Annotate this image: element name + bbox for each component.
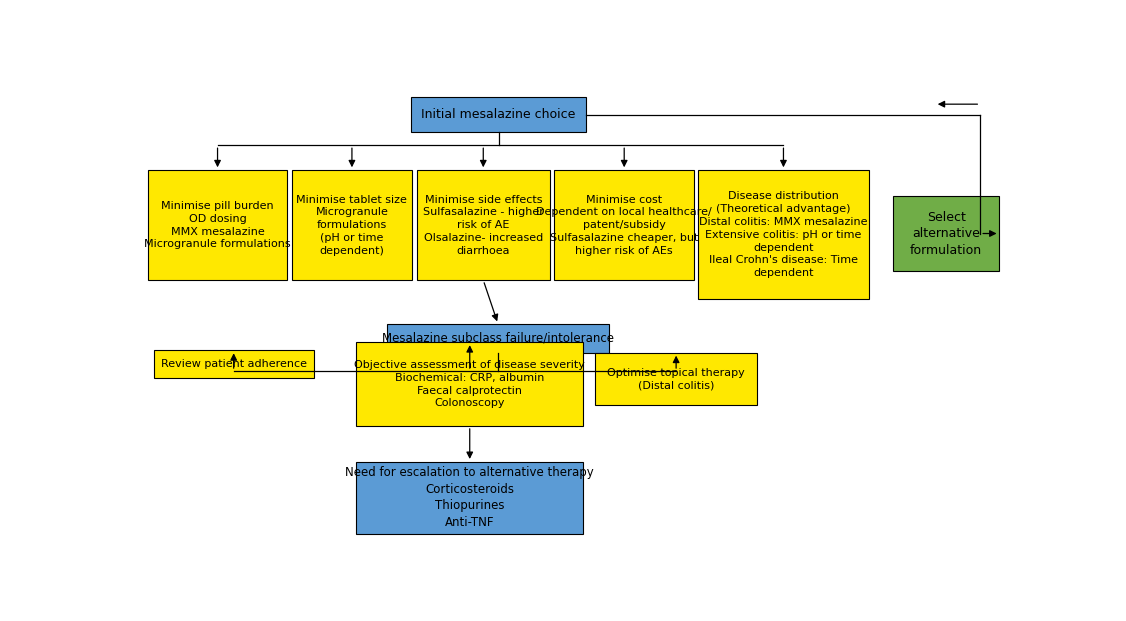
Text: Initial mesalazine choice: Initial mesalazine choice: [421, 108, 575, 121]
Text: Minimise tablet size
Microgranule
formulations
(pH or time
dependent): Minimise tablet size Microgranule formul…: [296, 194, 408, 256]
FancyBboxPatch shape: [387, 324, 609, 353]
Text: Need for escalation to alternative therapy
Corticosteroids
Thiopurines
Anti-TNF: Need for escalation to alternative thera…: [346, 466, 595, 529]
FancyBboxPatch shape: [893, 196, 1000, 271]
FancyBboxPatch shape: [292, 170, 412, 280]
Text: Optimise topical therapy
(Distal colitis): Optimise topical therapy (Distal colitis…: [607, 368, 745, 391]
FancyBboxPatch shape: [596, 353, 757, 406]
Text: Minimise cost
Dependent on local healthcare/
patent/subsidy
Sulfasalazine cheape: Minimise cost Dependent on local healthc…: [536, 194, 712, 256]
FancyBboxPatch shape: [148, 170, 287, 280]
FancyBboxPatch shape: [554, 170, 694, 280]
Text: Minimise pill burden
OD dosing
MMX mesalazine
Microgranule formulations: Minimise pill burden OD dosing MMX mesal…: [144, 201, 291, 250]
Text: Minimise side effects
Sulfasalazine - higher
risk of AE
Olsalazine- increased
di: Minimise side effects Sulfasalazine - hi…: [423, 194, 544, 256]
FancyBboxPatch shape: [417, 170, 549, 280]
FancyBboxPatch shape: [698, 170, 868, 299]
Text: Objective assessment of disease severity
Biochemical: CRP, albumin
Faecal calpro: Objective assessment of disease severity…: [355, 360, 586, 409]
Text: Disease distribution
(Theoretical advantage)
Distal colitis: MMX mesalazine
Exte: Disease distribution (Theoretical advant…: [699, 191, 868, 278]
FancyBboxPatch shape: [356, 462, 583, 533]
FancyBboxPatch shape: [154, 350, 313, 378]
Text: Mesalazine subclass failure/intolerance: Mesalazine subclass failure/intolerance: [382, 332, 614, 345]
Text: Select
alternative
formulation: Select alternative formulation: [910, 211, 982, 256]
FancyBboxPatch shape: [411, 97, 586, 132]
FancyBboxPatch shape: [356, 342, 583, 426]
Text: Review patient adherence: Review patient adherence: [161, 360, 306, 369]
